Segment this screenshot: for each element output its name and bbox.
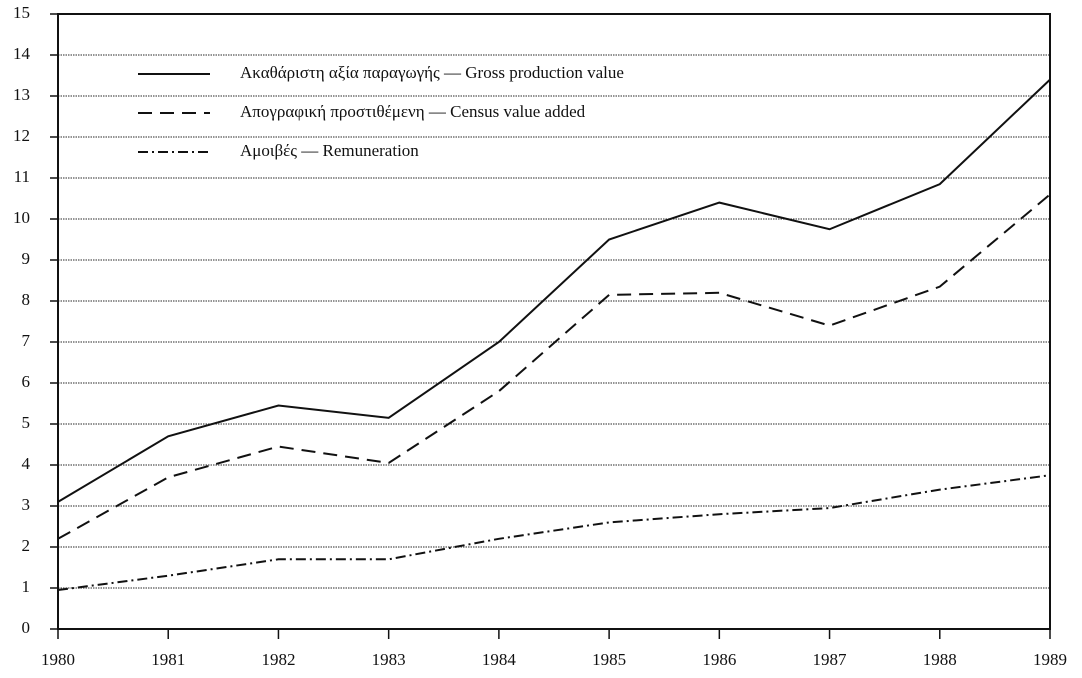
x-tick-label: 1988 — [923, 650, 957, 669]
y-tick-label: 10 — [13, 208, 30, 227]
y-tick-label: 5 — [22, 413, 31, 432]
x-tick-label: 1982 — [261, 650, 295, 669]
x-tick-label: 1985 — [592, 650, 626, 669]
legend-label: Ακαθάριστη αξία παραγωγής — Gross produc… — [240, 63, 624, 82]
x-tick-label: 1983 — [372, 650, 406, 669]
series-line — [57, 474, 1051, 592]
y-tick-label: 1 — [22, 577, 31, 596]
legend-label: Αμοιβές — Remuneration — [240, 141, 419, 160]
series-line — [57, 193, 1051, 540]
x-tick-label: 1989 — [1033, 650, 1067, 669]
plot-frame — [57, 13, 1051, 630]
x-tick-label: 1986 — [702, 650, 736, 669]
x-tick-label: 1987 — [813, 650, 848, 669]
y-tick-label: 12 — [13, 126, 30, 145]
y-tick-label: 3 — [22, 495, 31, 514]
y-tick-label: 6 — [22, 372, 31, 391]
x-tick-label: 1984 — [482, 650, 517, 669]
y-tick-label: 2 — [22, 536, 31, 555]
y-tick-label: 14 — [13, 44, 31, 63]
x-tick-label: 1980 — [41, 650, 75, 669]
series-line — [57, 78, 1051, 503]
y-tick-label: 4 — [22, 454, 31, 473]
y-tick-label: 8 — [22, 290, 31, 309]
y-tick-label: 9 — [22, 249, 31, 268]
x-tick-label: 1981 — [151, 650, 185, 669]
y-tick-label: 11 — [14, 167, 30, 186]
y-tick-label: 7 — [22, 331, 31, 350]
y-tick-label: 0 — [22, 618, 31, 637]
y-tick-label: 15 — [13, 3, 30, 22]
legend-label: Απογραφική προστιθέμενη — Census value a… — [240, 102, 586, 121]
y-tick-label: 13 — [13, 85, 30, 104]
